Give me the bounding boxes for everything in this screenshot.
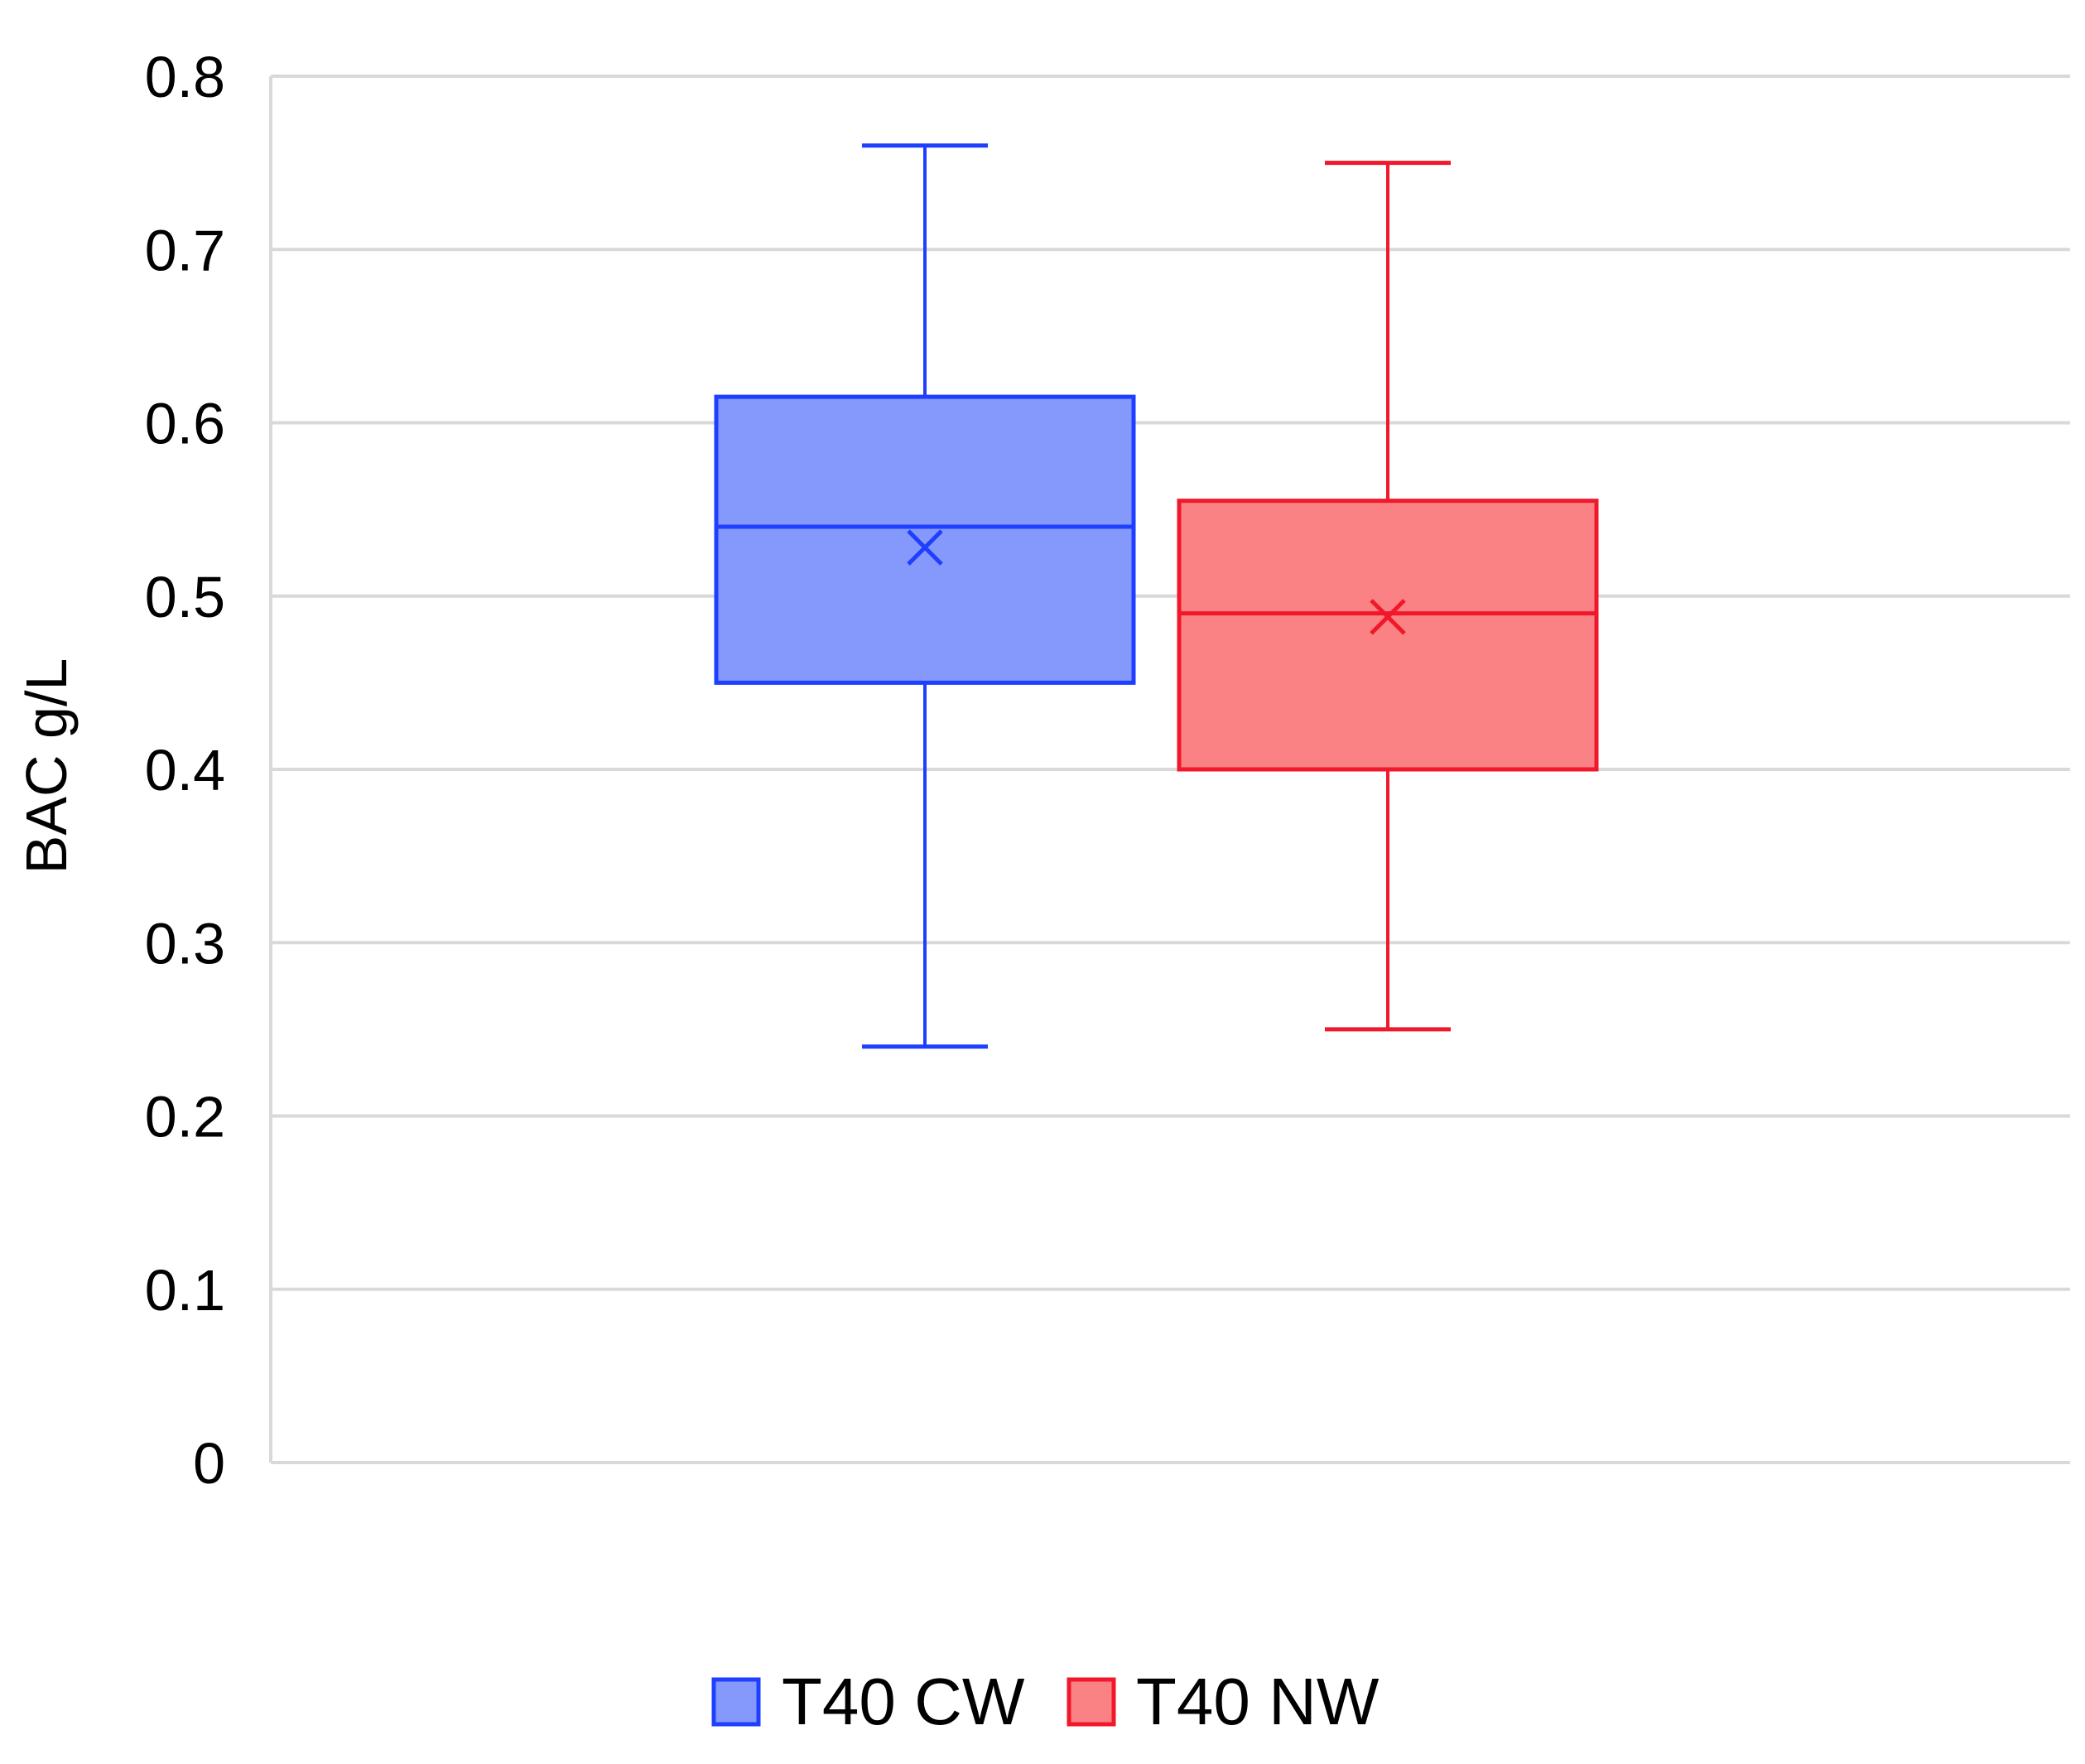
legend: T40 CW T40 NW (711, 1665, 1380, 1738)
y-axis-tick-labels: 0 0.1 0.2 0.3 0.4 0.5 0.6 0.7 0.8 (145, 45, 225, 1496)
box-series (714, 143, 1599, 1049)
y-tick-label: 0.2 (145, 1085, 225, 1149)
mean-marker-stroke (1370, 599, 1406, 635)
y-tick-label: 0 (193, 1431, 225, 1496)
y-tick-label: 0.1 (145, 1258, 225, 1323)
y-tick-label: 0.4 (145, 738, 225, 802)
legend-swatch (711, 1677, 761, 1727)
mean-marker (907, 529, 943, 566)
box-2 (1177, 161, 1599, 1032)
gridlines (269, 75, 2070, 1464)
y-tick-label: 0.6 (145, 392, 225, 456)
box-1 (714, 143, 1136, 1049)
y-axis-title: BAC g/L (14, 658, 79, 875)
legend-swatch (1067, 1677, 1116, 1727)
mean-marker-stroke (907, 529, 943, 566)
iqr-box (714, 394, 1136, 685)
y-tick-label: 0.5 (145, 565, 225, 629)
legend-item: T40 CW (711, 1665, 1025, 1738)
mean-marker (1370, 599, 1406, 635)
legend-item: T40 NW (1067, 1665, 1380, 1738)
legend-label: T40 NW (1136, 1665, 1380, 1738)
y-tick-label: 0.8 (145, 45, 225, 109)
iqr-box (1177, 499, 1599, 772)
y-tick-label: 0.3 (145, 911, 225, 976)
y-tick-label: 0.7 (145, 218, 225, 282)
legend-label: T40 CW (782, 1665, 1025, 1738)
